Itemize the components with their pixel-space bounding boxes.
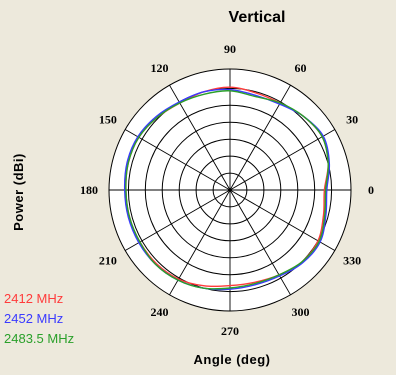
angle-tick-label: 180 xyxy=(80,183,98,197)
angle-tick-label: 270 xyxy=(221,324,239,338)
angle-tick-label: 90 xyxy=(224,42,236,56)
grid-spoke xyxy=(229,189,291,296)
angle-tick-labels: 0 30 60 90 120 150 180 210 240 270 300 330 xyxy=(80,42,374,338)
angle-tick-label: 210 xyxy=(99,254,117,268)
grid-spoke xyxy=(124,189,231,251)
angle-tick-label: 120 xyxy=(151,61,169,75)
grid-spoke xyxy=(169,189,231,296)
angle-tick-label: 30 xyxy=(346,113,358,127)
angle-tick-label: 300 xyxy=(292,305,310,319)
series-group xyxy=(123,86,331,291)
angle-tick-label: 0 xyxy=(368,183,374,197)
x-axis-title: Angle (deg) xyxy=(194,352,271,367)
chart-title: Vertical xyxy=(229,9,286,26)
legend: 2412 MHz 2452 MHz 2483.5 MHz xyxy=(4,291,74,346)
series-line xyxy=(123,88,331,291)
legend-entry: 2483.5 MHz xyxy=(4,331,74,346)
angle-tick-label: 150 xyxy=(99,113,117,127)
grid-spoke xyxy=(229,129,336,191)
y-axis-title: Power (dBi) xyxy=(11,153,26,231)
angle-tick-label: 60 xyxy=(295,61,307,75)
grid-spoke xyxy=(229,189,336,251)
series-line xyxy=(125,90,329,290)
legend-entry: 2452 MHz xyxy=(4,311,63,326)
grid-spoke xyxy=(124,129,231,191)
angle-tick-label: 240 xyxy=(151,305,169,319)
angle-tick-label: 330 xyxy=(343,254,361,268)
legend-entry: 2412 MHz xyxy=(4,291,63,306)
